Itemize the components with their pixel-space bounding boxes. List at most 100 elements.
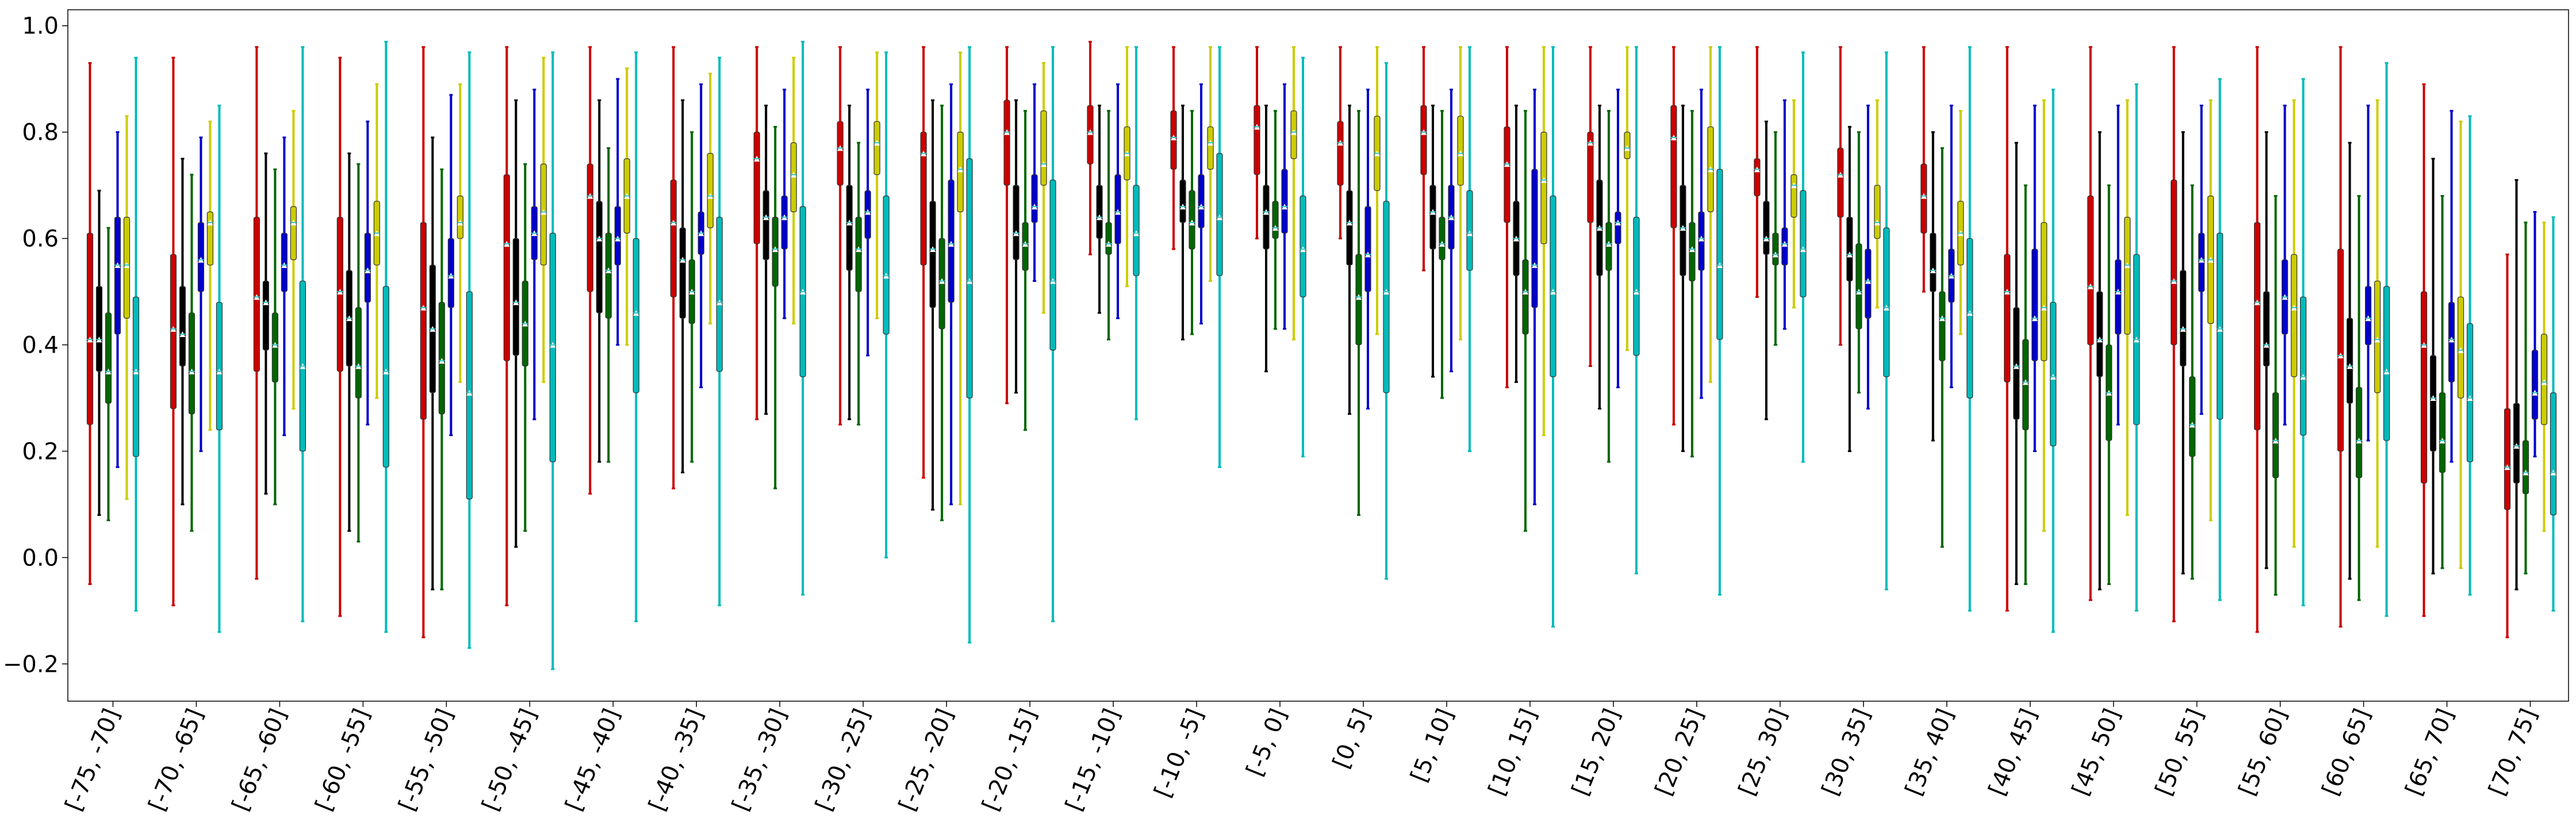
box-body <box>679 227 686 319</box>
box-series-5-24 <box>2124 99 2131 516</box>
box-body <box>114 217 121 335</box>
box-body <box>1550 196 1557 377</box>
box-body <box>1837 147 1844 218</box>
box-series-2-26 <box>2263 131 2270 569</box>
x-tick-label: [0, 5] <box>1328 705 1375 772</box>
box-body <box>781 196 788 250</box>
x-tick-label: [45, 50] <box>2067 705 2126 800</box>
box-series-3-11 <box>1022 110 1029 431</box>
box-series-6-17 <box>1550 46 1557 628</box>
box-series-3-16 <box>1439 110 1446 399</box>
box-series-2-29 <box>2513 179 2520 591</box>
box-series-3-5 <box>522 163 528 532</box>
box-body <box>1966 238 1973 399</box>
box-body <box>1281 169 1288 234</box>
box-series-6-6 <box>632 51 639 622</box>
box-body <box>2291 254 2298 377</box>
plot-area <box>67 9 2569 702</box>
box-series-3-3 <box>355 163 362 543</box>
box-series-4-14 <box>1281 83 1288 330</box>
box-series-6-3 <box>382 40 389 633</box>
box-series-6-4 <box>466 51 473 649</box>
box-series-2-11 <box>1013 99 1019 394</box>
box-series-4-6 <box>614 78 621 346</box>
box-body <box>1874 185 1881 239</box>
box-series-6-15 <box>1383 62 1390 580</box>
box-series-1-11 <box>1003 46 1010 404</box>
box-series-4-23 <box>2031 104 2038 452</box>
box-series-1-4 <box>420 46 427 638</box>
box-body <box>1096 185 1103 239</box>
box-body <box>1439 217 1446 261</box>
y-tick-label: 1.0 <box>22 13 59 40</box>
x-axis: [-75, -70] [-70, -65] [-65, -60] [-60, -55]… <box>60 701 2543 814</box>
box-body <box>420 222 427 420</box>
box-series-1-26 <box>2254 46 2261 633</box>
x-tick-label: [-40, -35] <box>644 705 709 815</box>
box-body <box>1504 126 1511 223</box>
y-tick-label: 0.6 <box>22 226 59 253</box>
box-series-1-14 <box>1254 46 1260 240</box>
box-body <box>1800 190 1807 297</box>
x-tick-label: [-35, -30] <box>727 705 792 815</box>
box-series-6-23 <box>2050 89 2057 633</box>
box-series-5-6 <box>623 67 630 346</box>
box-body <box>1364 206 1371 292</box>
box-series-2-7 <box>679 99 686 473</box>
box-body <box>1198 174 1205 228</box>
box-body <box>2420 291 2428 484</box>
box-body <box>188 312 195 415</box>
box-body <box>290 206 297 261</box>
box-series-2-17 <box>1513 104 1520 383</box>
x-tick-label: [-25, -20] <box>894 705 959 815</box>
box-body <box>457 196 463 239</box>
box-body <box>1105 222 1112 255</box>
box-series-5-8 <box>790 56 797 325</box>
box-series-2-15 <box>1346 104 1353 415</box>
box-body <box>355 307 362 399</box>
box-series-2-25 <box>2180 131 2187 575</box>
box-series-1-19 <box>1670 46 1677 426</box>
x-tick-label: [25, 30] <box>1734 705 1792 800</box>
box-series-2-16 <box>1429 104 1436 378</box>
box-body <box>1013 185 1019 261</box>
box-body <box>2180 270 2187 367</box>
box-series-4-21 <box>1865 104 1872 410</box>
box-series-2-18 <box>1596 104 1603 410</box>
box-series-2-2 <box>262 152 270 495</box>
box-series-1-10 <box>920 46 927 479</box>
box-body <box>2522 440 2529 495</box>
box-series-6-29 <box>2550 216 2557 612</box>
y-tick-label: 0.8 <box>22 120 59 146</box>
box-series-5-5 <box>540 56 547 383</box>
box-series-6-21 <box>1883 51 1890 591</box>
box-series-4-27 <box>2364 104 2372 442</box>
box-series-4-20 <box>1781 99 1788 330</box>
box-series-1-29 <box>2504 253 2511 638</box>
box-series-2-19 <box>1680 104 1686 452</box>
box-series-3-8 <box>772 125 779 489</box>
box-body <box>1791 174 1797 218</box>
box-series-5-20 <box>1791 99 1797 309</box>
y-tick-label: −0.2 <box>3 651 59 678</box>
box-series-5-4 <box>457 83 463 383</box>
box-series-3-6 <box>605 147 612 463</box>
box-series-1-1 <box>170 56 177 607</box>
box-series-4-24 <box>2115 104 2122 426</box>
x-tick-label: [-75, -70] <box>60 705 125 815</box>
box-series-3-22 <box>1939 147 1946 548</box>
box-series-1-13 <box>1170 46 1177 250</box>
box-body <box>2004 254 2011 383</box>
box-series-2-27 <box>2346 141 2353 580</box>
box-series-3-21 <box>1856 131 1862 394</box>
box-body <box>1615 211 1621 244</box>
x-tick-label: [-20, -15] <box>977 705 1042 815</box>
x-tick-label: [15, 20] <box>1567 705 1626 800</box>
box-series-3-29 <box>2522 221 2529 575</box>
x-tick-label: [60, 65] <box>2317 705 2376 800</box>
box-body <box>2263 291 2270 367</box>
box-series-5-29 <box>2540 221 2548 532</box>
box-series-6-7 <box>716 56 723 607</box>
box-series-3-10 <box>938 104 945 522</box>
